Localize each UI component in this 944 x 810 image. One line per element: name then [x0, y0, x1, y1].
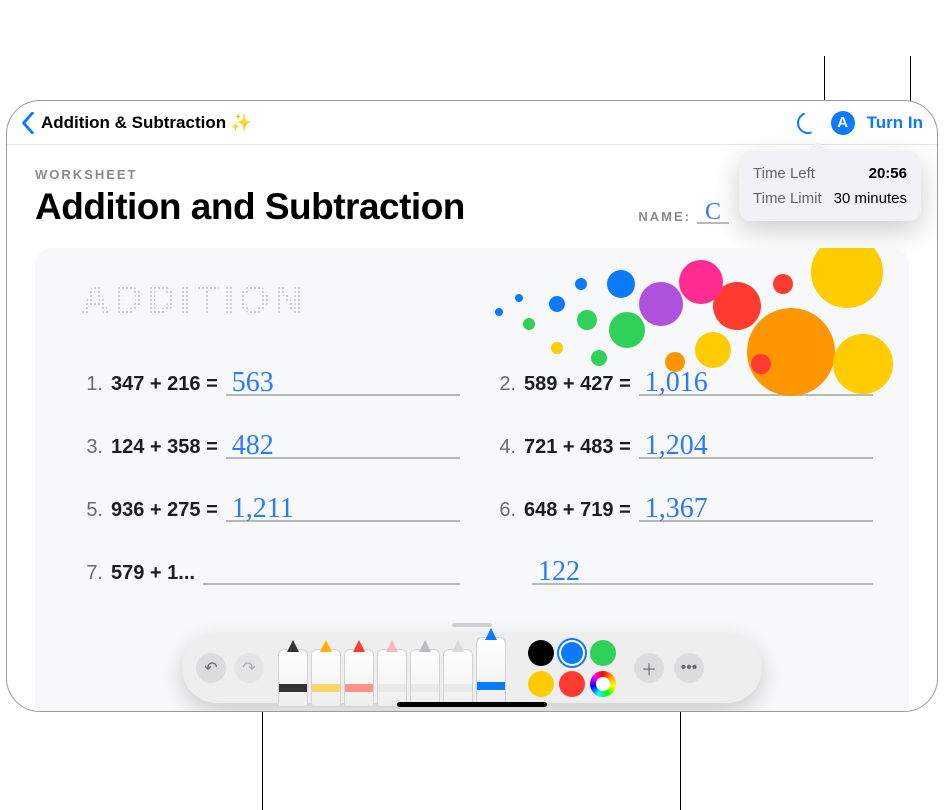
- problem-number: 3.: [81, 436, 103, 459]
- dot-icon: [515, 294, 523, 302]
- toolbar-handle[interactable]: [452, 623, 492, 627]
- dot-icon: [751, 354, 771, 374]
- ruler-tool[interactable]: [443, 649, 473, 707]
- color-swatches: [528, 640, 616, 697]
- color-swatch[interactable]: [528, 640, 554, 666]
- problem-row: 7. 579 + 1...: [81, 556, 460, 585]
- dot-icon: [679, 260, 723, 304]
- redo-button[interactable]: ↷: [234, 653, 264, 683]
- more-button[interactable]: •••: [674, 653, 704, 683]
- answer-line[interactable]: 1,211: [226, 493, 460, 522]
- problem-number: 1.: [81, 373, 103, 396]
- undo-button[interactable]: ↶: [196, 653, 226, 683]
- problem-row: 4. 721 + 483 = 1,204: [494, 430, 873, 459]
- timer-icon[interactable]: [793, 108, 822, 137]
- markup-mode-icon[interactable]: A: [831, 111, 855, 135]
- color-swatch[interactable]: [528, 671, 554, 697]
- problem-number: 6.: [494, 499, 516, 522]
- answer-line[interactable]: 482: [226, 430, 460, 459]
- problem-equation: 721 + 483 =: [524, 436, 631, 459]
- dot-icon: [695, 332, 731, 368]
- handwritten-answer: 1,367: [645, 496, 708, 522]
- lasso-tool[interactable]: [410, 649, 440, 707]
- answer-line[interactable]: 122: [532, 556, 873, 585]
- callout-line: [680, 710, 681, 810]
- add-button[interactable]: ＋: [634, 653, 664, 683]
- dot-icon: [495, 308, 503, 316]
- highlighter-tool[interactable]: [344, 649, 374, 707]
- callout-line: [262, 710, 263, 810]
- answer-line[interactable]: 1,367: [639, 493, 873, 522]
- dot-icon: [773, 274, 793, 294]
- tool-tray: [278, 633, 506, 703]
- answer-line[interactable]: 1,204: [639, 430, 873, 459]
- markup-toolbar[interactable]: ↶ ↷ ＋ •••: [182, 633, 762, 703]
- pencil-tool[interactable]: [476, 637, 506, 705]
- dot-icon: [549, 296, 565, 312]
- app-frame: Addition & Subtraction ✨ A Turn In Time …: [6, 100, 938, 712]
- answer-line[interactable]: [203, 583, 460, 585]
- problem-row: 122: [494, 556, 873, 585]
- dot-icon: [591, 350, 607, 366]
- home-indicator[interactable]: [397, 702, 547, 707]
- doc-overline: WORKSHEET: [35, 167, 620, 182]
- dot-icon: [577, 310, 597, 330]
- handwritten-answer: 482: [232, 433, 274, 459]
- marker-tool[interactable]: [311, 649, 341, 707]
- problem-equation: 347 + 216 =: [111, 373, 218, 396]
- handwritten-answer: 1,204: [645, 433, 708, 459]
- dot-icon: [747, 308, 835, 396]
- doc-title: Addition and Subtraction: [35, 186, 620, 228]
- pen-tool[interactable]: [278, 649, 308, 707]
- problem-equation: 124 + 358 =: [111, 436, 218, 459]
- problem-equation: 648 + 719 =: [524, 499, 631, 522]
- name-value[interactable]: C: [697, 196, 729, 224]
- name-label: NAME:: [638, 209, 691, 224]
- dot-icon: [811, 248, 883, 308]
- handwritten-answer: 1,211: [232, 496, 294, 522]
- dot-icon: [833, 334, 893, 394]
- problem-number: 7.: [81, 562, 103, 585]
- handwritten-answer: 563: [232, 370, 274, 396]
- problem-row: 3. 124 + 358 = 482: [81, 430, 460, 459]
- problem-number: 4.: [494, 436, 516, 459]
- handwritten-answer: 1,016: [645, 370, 708, 396]
- turn-in-button[interactable]: Turn In: [867, 113, 923, 133]
- dot-icon: [551, 342, 563, 354]
- dot-icon: [575, 278, 587, 290]
- back-chevron-icon[interactable]: [21, 112, 35, 134]
- color-swatch[interactable]: [559, 671, 585, 697]
- nav-title[interactable]: Addition & Subtraction ✨: [41, 113, 252, 133]
- eraser-tool[interactable]: [377, 649, 407, 707]
- decorative-dots: [469, 254, 899, 424]
- handwritten-answer: 122: [538, 559, 580, 585]
- problem-row: 5. 936 + 275 = 1,211: [81, 493, 460, 522]
- dot-icon: [609, 312, 645, 348]
- navbar: Addition & Subtraction ✨ A Turn In: [7, 101, 937, 145]
- dot-icon: [607, 270, 635, 298]
- name-field: NAME: C: [638, 196, 729, 228]
- problem-row: 6. 648 + 719 = 1,367: [494, 493, 873, 522]
- color-picker-icon[interactable]: [590, 671, 616, 697]
- problem-number: 5.: [81, 499, 103, 522]
- problem-row: 1. 347 + 216 = 563: [81, 367, 460, 396]
- dot-icon: [523, 318, 535, 330]
- answer-line[interactable]: 563: [226, 367, 460, 396]
- problem-equation: 936 + 275 =: [111, 499, 218, 522]
- dot-icon: [639, 282, 683, 326]
- problem-equation: 579 + 1...: [111, 562, 195, 585]
- color-swatch[interactable]: [559, 640, 585, 666]
- color-swatch[interactable]: [590, 640, 616, 666]
